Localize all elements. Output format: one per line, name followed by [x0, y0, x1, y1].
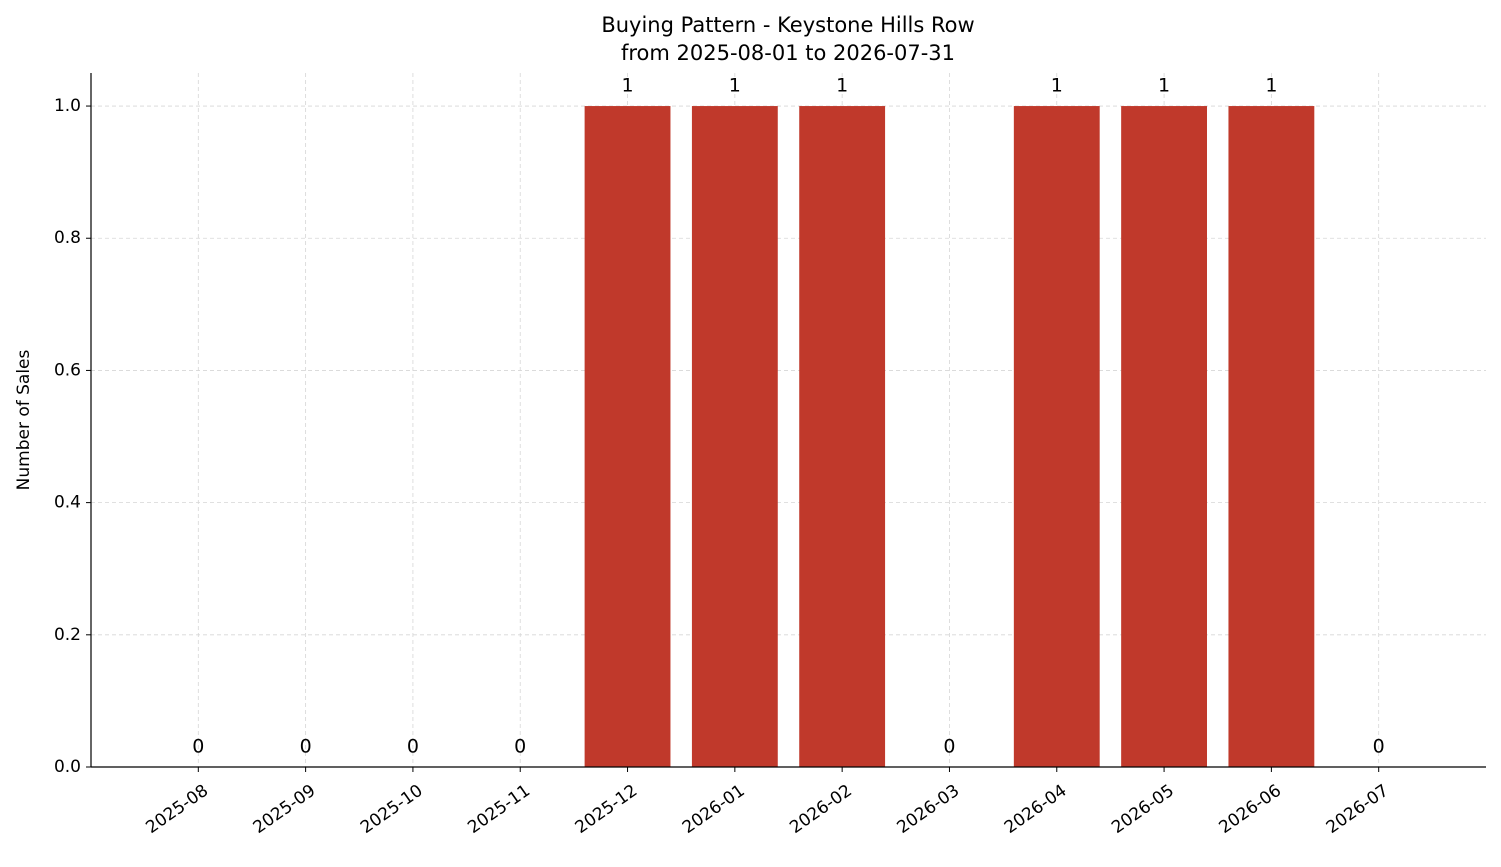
y-tick-label: 0.4: [54, 493, 81, 513]
x-tick-label: 2026-06: [1215, 781, 1285, 838]
bar: [799, 106, 886, 768]
value-label: 0: [514, 736, 526, 758]
x-tick-label: 2026-07: [1323, 781, 1393, 838]
bar: [1228, 106, 1315, 768]
x-tick-label: 2026-05: [1108, 781, 1178, 838]
y-axis-label: Number of Sales: [14, 349, 34, 490]
value-label: 1: [621, 75, 633, 97]
value-label: 1: [1158, 75, 1170, 97]
value-label: 0: [943, 736, 955, 758]
chart-subtitle: from 2025-08-01 to 2026-07-31: [621, 41, 955, 65]
x-tick-label: 2025-10: [357, 781, 427, 838]
x-tick-label: 2025-09: [250, 781, 320, 838]
y-tick-label: 0.0: [54, 757, 81, 777]
x-tick-label: 2025-12: [572, 781, 642, 838]
x-tick-label: 2025-08: [142, 781, 212, 838]
bar: [584, 106, 671, 768]
x-tick-label: 2025-11: [464, 781, 534, 838]
x-tick-label: 2026-03: [894, 781, 964, 838]
value-label: 0: [407, 736, 419, 758]
value-label: 1: [1051, 75, 1063, 97]
value-label: 1: [836, 75, 848, 97]
bar: [1121, 106, 1207, 768]
chart-title: Buying Pattern - Keystone Hills Row: [601, 13, 974, 37]
y-tick-label: 1.0: [54, 96, 81, 116]
y-tick-label: 0.8: [54, 228, 81, 248]
bar: [1013, 106, 1100, 768]
x-tick-label: 2026-02: [786, 781, 856, 838]
value-label: 0: [192, 736, 204, 758]
value-label: 0: [300, 736, 312, 758]
bar: [691, 106, 778, 768]
value-label: 0: [1373, 736, 1385, 758]
x-tick-label: 2026-01: [679, 781, 749, 838]
y-tick-label: 0.2: [54, 625, 81, 645]
value-label: 1: [729, 75, 741, 97]
y-tick-label: 0.6: [54, 360, 81, 380]
x-tick-label: 2026-04: [1001, 781, 1071, 838]
value-label: 1: [1265, 75, 1277, 97]
